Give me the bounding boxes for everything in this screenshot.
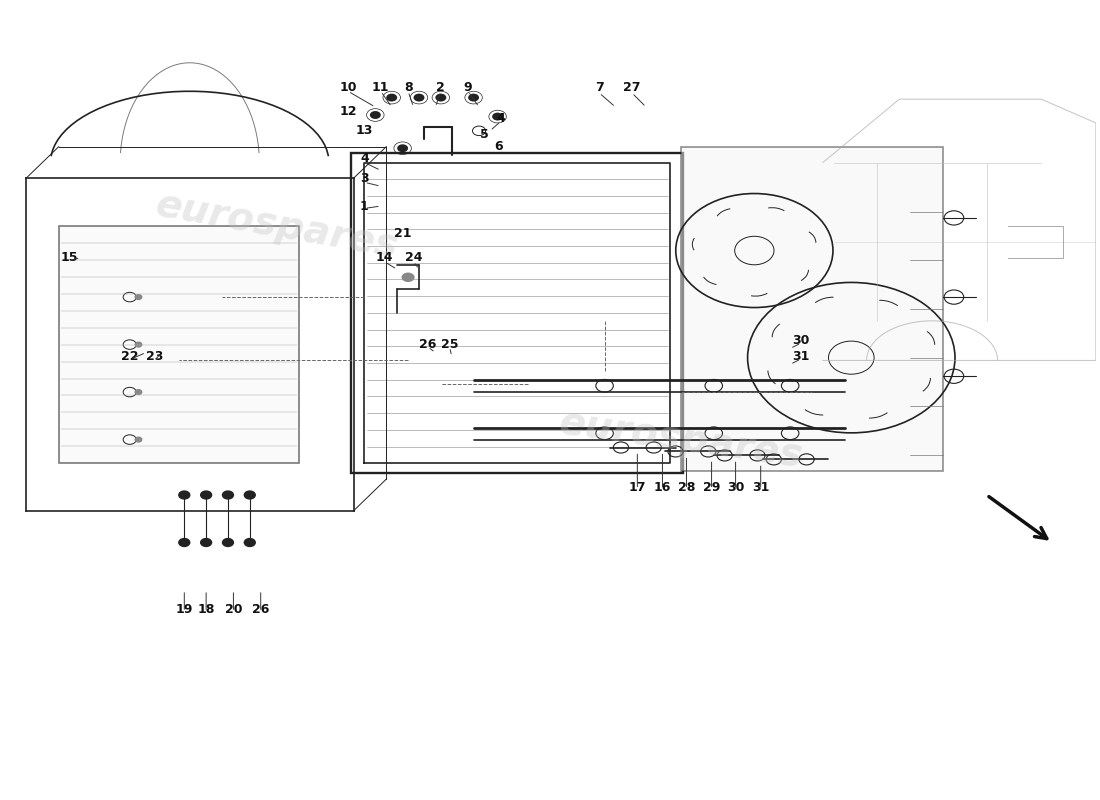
- Circle shape: [135, 438, 142, 442]
- Text: 21: 21: [394, 227, 411, 240]
- Circle shape: [135, 390, 142, 394]
- Text: 11: 11: [372, 81, 389, 94]
- Text: 15: 15: [60, 251, 78, 264]
- Text: 3: 3: [360, 172, 368, 185]
- Text: 14: 14: [375, 251, 393, 264]
- Text: 18: 18: [197, 603, 215, 616]
- Text: 9: 9: [464, 81, 472, 94]
- Circle shape: [200, 491, 211, 499]
- Text: 29: 29: [703, 481, 720, 494]
- Text: 5: 5: [480, 128, 488, 142]
- Text: 22: 22: [121, 350, 139, 363]
- Text: 8: 8: [404, 81, 412, 94]
- Text: 28: 28: [678, 481, 695, 494]
- Circle shape: [135, 342, 142, 347]
- Text: 1: 1: [360, 199, 368, 213]
- Circle shape: [244, 491, 255, 499]
- Circle shape: [179, 538, 189, 546]
- Text: 4: 4: [360, 152, 368, 165]
- Text: 30: 30: [792, 334, 810, 347]
- Text: eurospares: eurospares: [557, 404, 805, 475]
- Text: 23: 23: [146, 350, 164, 363]
- Text: 2: 2: [437, 81, 446, 94]
- Text: 16: 16: [653, 481, 671, 494]
- Circle shape: [436, 94, 447, 102]
- Circle shape: [135, 294, 142, 299]
- Text: 24: 24: [405, 251, 422, 264]
- Circle shape: [414, 94, 425, 102]
- Circle shape: [386, 94, 397, 102]
- Text: 13: 13: [355, 124, 373, 138]
- Text: 7: 7: [595, 81, 604, 94]
- Text: 31: 31: [792, 350, 810, 363]
- Bar: [58, 226, 299, 463]
- Circle shape: [200, 538, 211, 546]
- Circle shape: [179, 491, 189, 499]
- Circle shape: [370, 111, 381, 119]
- Text: 12: 12: [339, 105, 356, 118]
- Text: 26: 26: [252, 603, 270, 616]
- Text: 10: 10: [339, 81, 356, 94]
- Circle shape: [402, 273, 415, 282]
- Circle shape: [469, 94, 478, 102]
- Text: 26: 26: [419, 338, 437, 351]
- Circle shape: [492, 113, 503, 121]
- Circle shape: [244, 538, 255, 546]
- Text: 27: 27: [623, 81, 640, 94]
- Text: 4: 4: [496, 113, 505, 126]
- Bar: [681, 146, 943, 471]
- Circle shape: [222, 491, 233, 499]
- Text: eurospares: eurospares: [153, 186, 402, 266]
- Text: 17: 17: [628, 481, 646, 494]
- Text: 25: 25: [441, 338, 459, 351]
- Text: 30: 30: [727, 481, 745, 494]
- Circle shape: [222, 538, 233, 546]
- Text: 19: 19: [176, 603, 192, 616]
- Text: 6: 6: [494, 140, 503, 153]
- Text: 20: 20: [224, 603, 242, 616]
- Text: 31: 31: [752, 481, 769, 494]
- Circle shape: [397, 144, 408, 152]
